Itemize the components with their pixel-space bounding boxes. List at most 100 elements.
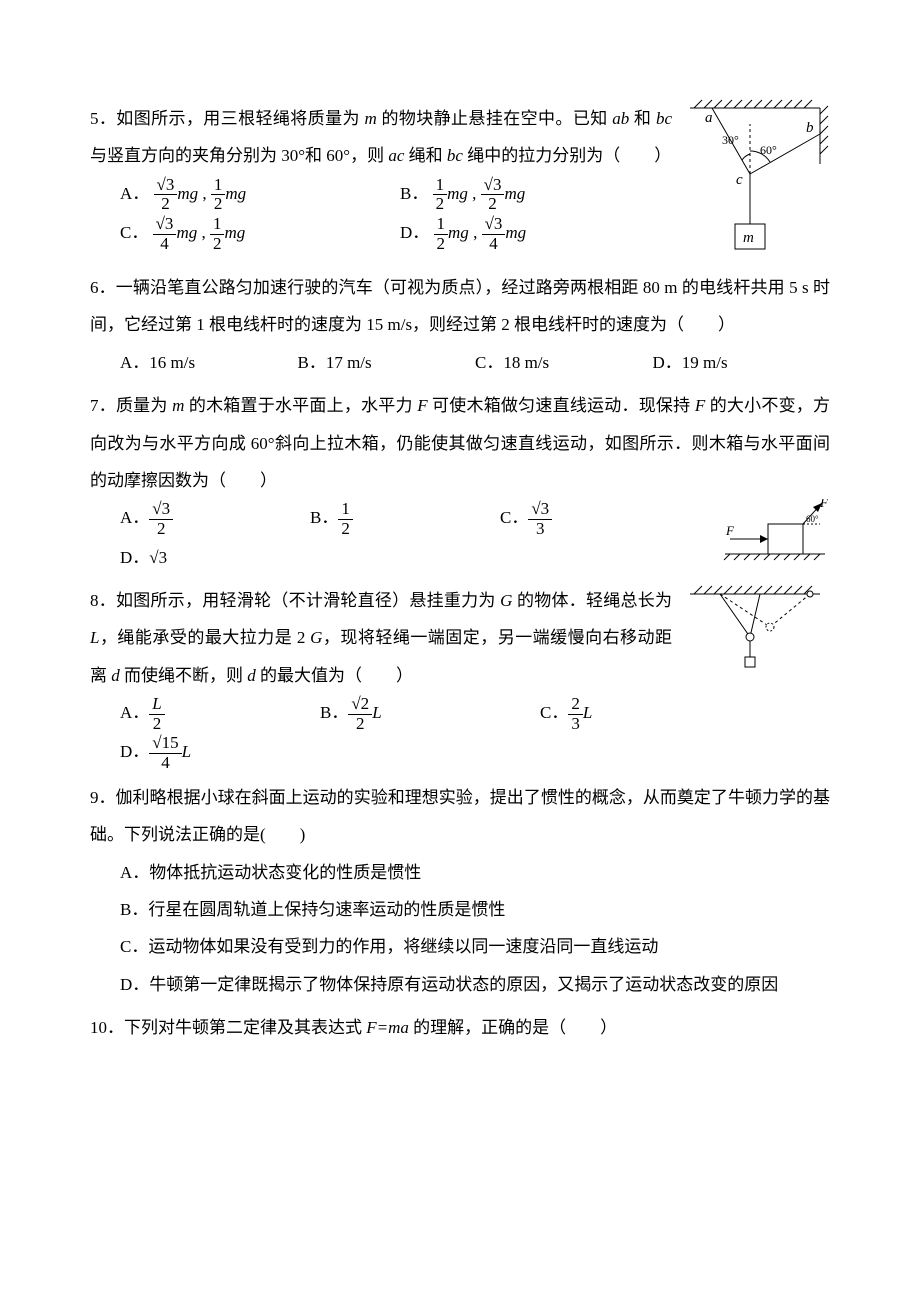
q5-bc: bc <box>656 109 672 128</box>
q7-stem: 7．质量为 m 的木箱置于水平面上，水平力 F 可使木箱做匀速直线运动．现保持 … <box>90 387 830 499</box>
q7-A-n: √3 <box>149 500 173 520</box>
q5-D-d1: 2 <box>434 235 449 254</box>
q6-A: A．16 m/s <box>120 344 298 381</box>
q10-stem: 10．下列对牛顿第二定律及其表达式 F=ma 的理解，正确的是（ ） <box>90 1009 830 1046</box>
q7-t1: 质量为 <box>116 396 172 415</box>
q8-d: d <box>111 666 120 685</box>
q5-text: 如图所示，用三根轻绳将质量为 <box>116 109 364 128</box>
fig5-label-c: c <box>736 172 743 188</box>
q7-m: m <box>172 396 184 415</box>
q8-B-d: 2 <box>348 715 372 734</box>
q5-figure: a b c m 30° 60° <box>680 94 830 269</box>
q5-B-d1: 2 <box>433 195 448 214</box>
q5-bc2: bc <box>447 146 463 165</box>
question-8: 8．如图所示，用轻滑轮（不计滑轮直径）悬挂重力为 G 的物体．轻绳总长为 L ，绳… <box>90 582 830 773</box>
fig5-ang60: 60° <box>760 143 777 157</box>
q9-num: 9． <box>90 788 116 807</box>
q5-C-m1: mg <box>176 223 197 242</box>
q9-D: D．牛顿第一定律既揭示了物体保持原有运动状态的原因，又揭示了运动状态改变的原因 <box>90 966 830 1003</box>
q8-num: 8． <box>90 591 116 610</box>
q5-D-n1: 1 <box>434 215 449 235</box>
q10-num: 10． <box>90 1018 124 1037</box>
q5-D-sep: , <box>469 223 482 242</box>
q7-B-d: 2 <box>338 520 353 539</box>
fig5-label-b: b <box>806 120 814 136</box>
q7-D: D．√3 <box>120 539 167 576</box>
q5-C-n2: 1 <box>210 215 225 235</box>
q8-d2: d <box>247 666 256 685</box>
question-10: 10．下列对牛顿第二定律及其表达式 F=ma 的理解，正确的是（ ） <box>90 1009 830 1046</box>
q8-t5: 而使绳不断，则 <box>120 666 248 685</box>
q8-opts: A．L2 B．√22L C．23L D．√154L <box>90 694 830 773</box>
q5-row1: A． √32mg , 12mg B． 12mg , √32mg <box>90 175 672 214</box>
q8-C-L: C． <box>540 703 568 722</box>
question-5: a b c m 30° 60° 5．如图所示，用三根轻绳将质量为 m 的物块静止… <box>90 100 830 253</box>
q7-F2: F <box>695 396 705 415</box>
q8-B-n: √2 <box>348 695 372 715</box>
q5-optB: B． 12mg , √32mg <box>400 175 525 214</box>
q9-stem: 9．伽利略根据小球在斜面上运动的实验和理想实验，提出了惯性的概念，从而奠定了牛顿… <box>90 779 830 854</box>
q7-D-L: D． <box>120 548 149 567</box>
q6-text: 一辆沿笔直公路匀加速行驶的汽车（可视为质点），经过路旁两根相距 80 m 的电线… <box>90 278 830 334</box>
q8-D-n: √15 <box>149 734 181 754</box>
q7-A: A．√32 <box>120 499 250 538</box>
q7-t2: 的木箱置于水平面上，水平力 <box>184 396 417 415</box>
fig7-F2: F <box>819 499 829 510</box>
q5-B-d2: 2 <box>481 195 505 214</box>
q9-C: C．运动物体如果没有受到力的作用，将继续以同一速度沿同一直线运动 <box>90 928 830 965</box>
q5-optA: A． √32mg , 12mg <box>120 175 340 214</box>
q5-B-m1: mg <box>447 184 468 203</box>
q10-t2: 的理解，正确的是（ ） <box>409 1018 617 1037</box>
q8-D-s: L <box>182 742 191 761</box>
q8-D-L: D． <box>120 742 149 761</box>
fig7-F1: F <box>725 523 735 538</box>
q7-figure: F F 60° <box>720 499 830 569</box>
q5-ab: ab <box>612 109 629 128</box>
q6-num: 6． <box>90 278 116 297</box>
q5-B-sep: , <box>468 184 481 203</box>
q5-B-n2: √3 <box>481 176 505 196</box>
q8-G2: G <box>310 628 322 647</box>
q6-D: D．19 m/s <box>653 344 831 381</box>
q5-D-m2: mg <box>505 223 526 242</box>
q5-A-sep: , <box>198 184 211 203</box>
q8-B-s: L <box>372 703 381 722</box>
q7-A-d: 2 <box>149 520 173 539</box>
q8-t1: 如图所示，用轻滑轮（不计滑轮直径）悬挂重力为 <box>116 591 500 610</box>
q5-t5: 绳和 <box>404 146 447 165</box>
q10-eq: F=ma <box>366 1018 409 1037</box>
q8-B: B．√22L <box>320 694 480 733</box>
q5-m: m <box>365 109 377 128</box>
q5-A-n1: √3 <box>154 176 178 196</box>
q8-t6: 的最大值为（ ） <box>256 666 413 685</box>
fig7-ang: 60° <box>806 514 819 524</box>
q5-A-label: A． <box>120 184 149 203</box>
q5-C-d2: 2 <box>210 235 225 254</box>
q8-t3: ，绳能承受的最大拉力是 2 <box>99 628 310 647</box>
fig5-ang30: 30° <box>722 133 739 147</box>
q7-C-n: √3 <box>528 500 552 520</box>
q8-t2: 的物体．轻绳总长为 <box>512 591 672 610</box>
q5-num: 5． <box>90 109 116 128</box>
q7-C-d: 3 <box>528 520 552 539</box>
q8-C-s: L <box>583 703 592 722</box>
question-7: 7．质量为 m 的木箱置于水平面上，水平力 F 可使木箱做匀速直线运动．现保持 … <box>90 387 830 576</box>
q5-C-d1: 4 <box>153 235 177 254</box>
q8-G: G <box>500 591 512 610</box>
q5-D-n2: √3 <box>482 215 506 235</box>
q5-A-d1: 2 <box>154 195 178 214</box>
q5-C-n1: √3 <box>153 215 177 235</box>
q7-B: B．12 <box>310 499 440 538</box>
q8-D-d: 4 <box>149 754 181 773</box>
q9-A: A．物体抵抗运动状态变化的性质是惯性 <box>90 854 830 891</box>
q10-t1: 下列对牛顿第二定律及其表达式 <box>124 1018 366 1037</box>
q5-A-n2: 1 <box>211 176 226 196</box>
question-9: 9．伽利略根据小球在斜面上运动的实验和理想实验，提出了惯性的概念，从而奠定了牛顿… <box>90 779 830 1003</box>
q5-D-d2: 4 <box>482 235 506 254</box>
q7-D-v: √3 <box>149 548 167 567</box>
q5-optC: C． √34mg , 12mg <box>120 214 340 253</box>
q8-C: C．23L <box>540 694 670 733</box>
q6-C: C．18 m/s <box>475 344 653 381</box>
q6-stem: 6．一辆沿笔直公路匀加速行驶的汽车（可视为质点），经过路旁两根相距 80 m 的… <box>90 269 830 344</box>
q9-text: 伽利略根据小球在斜面上运动的实验和理想实验，提出了惯性的概念，从而奠定了牛顿力学… <box>90 788 830 844</box>
